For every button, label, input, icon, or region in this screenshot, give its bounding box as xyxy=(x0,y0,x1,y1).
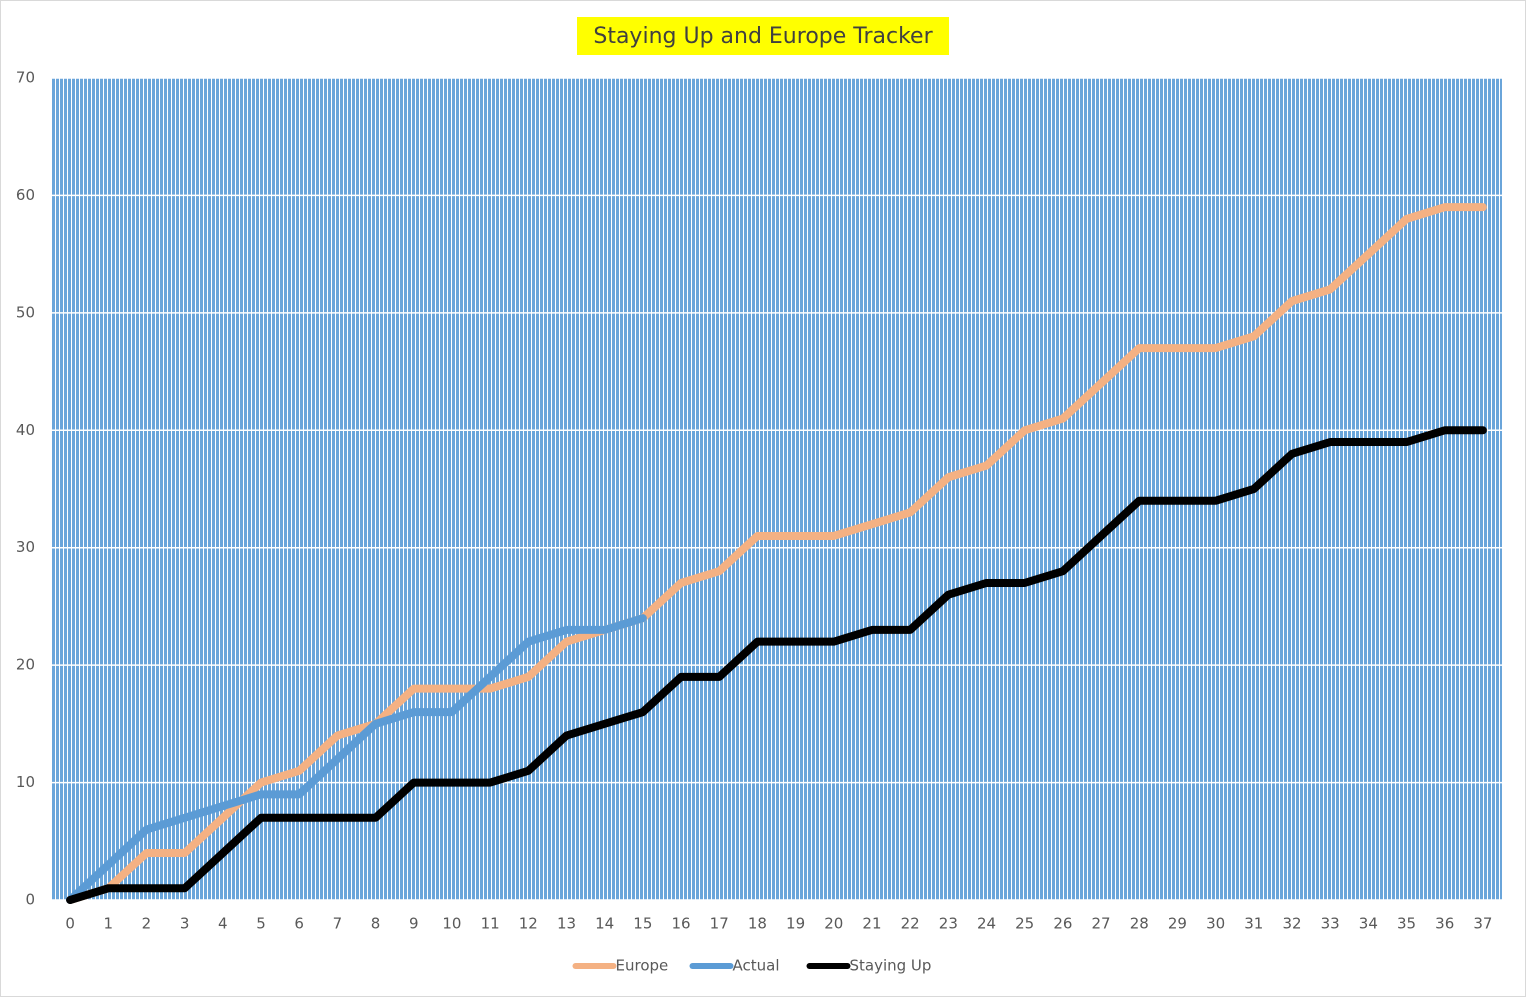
x-tick-label: 35 xyxy=(1397,915,1416,933)
x-tick-label: 17 xyxy=(710,915,729,933)
x-tick-label: 15 xyxy=(633,915,652,933)
x-tick-label: 29 xyxy=(1168,915,1187,933)
x-tick-label: 19 xyxy=(786,915,805,933)
x-tick-label: 0 xyxy=(65,915,75,933)
lines xyxy=(66,203,1487,904)
plot-area xyxy=(51,78,1502,900)
x-tick-label: 10 xyxy=(442,915,461,933)
x-tick-label: 30 xyxy=(1206,915,1225,933)
x-tick-label: 8 xyxy=(371,915,381,933)
y-tick-label: 30 xyxy=(16,538,35,556)
x-tick-label: 33 xyxy=(1321,915,1340,933)
legend-label: Europe xyxy=(616,957,669,975)
x-tick-label: 3 xyxy=(180,915,190,933)
x-tick-label: 36 xyxy=(1435,915,1454,933)
x-tick-label: 16 xyxy=(671,915,690,933)
y-tick-label: 40 xyxy=(16,421,35,439)
y-tick-label: 10 xyxy=(16,773,35,791)
x-tick-label: 9 xyxy=(409,915,419,933)
series-line xyxy=(66,426,1487,904)
x-tick-label: 12 xyxy=(519,915,538,933)
x-tick-label: 22 xyxy=(901,915,920,933)
x-tick-label: 1 xyxy=(104,915,114,933)
x-tick-label: 34 xyxy=(1359,915,1378,933)
x-tick-label: 31 xyxy=(1244,915,1263,933)
y-tick-label: 50 xyxy=(16,303,35,321)
title-background xyxy=(577,17,949,55)
x-tick-label: 21 xyxy=(862,915,881,933)
x-tick-label: 37 xyxy=(1473,915,1492,933)
grid xyxy=(51,77,1502,901)
y-tick-label: 60 xyxy=(16,186,35,204)
x-tick-label: 27 xyxy=(1092,915,1111,933)
x-tick-label: 7 xyxy=(333,915,343,933)
series-line xyxy=(66,614,647,904)
legend-label: Actual xyxy=(733,957,780,975)
x-tick-label: 28 xyxy=(1130,915,1149,933)
x-tick-label: 24 xyxy=(977,915,996,933)
x-tick-label: 18 xyxy=(748,915,767,933)
x-tick-label: 25 xyxy=(1015,915,1034,933)
y-tick-label: 70 xyxy=(16,69,35,87)
series-line xyxy=(66,203,1487,904)
x-tick-label: 26 xyxy=(1053,915,1072,933)
legend-label: Staying Up xyxy=(850,957,932,975)
x-tick-label: 4 xyxy=(218,915,228,933)
x-tick-label: 11 xyxy=(481,915,500,933)
x-tick-label: 32 xyxy=(1282,915,1301,933)
y-tick-label: 20 xyxy=(16,656,35,674)
x-tick-label: 14 xyxy=(595,915,614,933)
y-tick-label: 0 xyxy=(25,891,35,909)
x-tick-label: 23 xyxy=(939,915,958,933)
x-tick-label: 2 xyxy=(142,915,152,933)
chart-title: Staying Up and Europe Tracker xyxy=(593,24,933,49)
x-tick-label: 6 xyxy=(294,915,304,933)
x-tick-label: 20 xyxy=(824,915,843,933)
x-tick-label: 5 xyxy=(256,915,266,933)
x-tick-label: 13 xyxy=(557,915,576,933)
